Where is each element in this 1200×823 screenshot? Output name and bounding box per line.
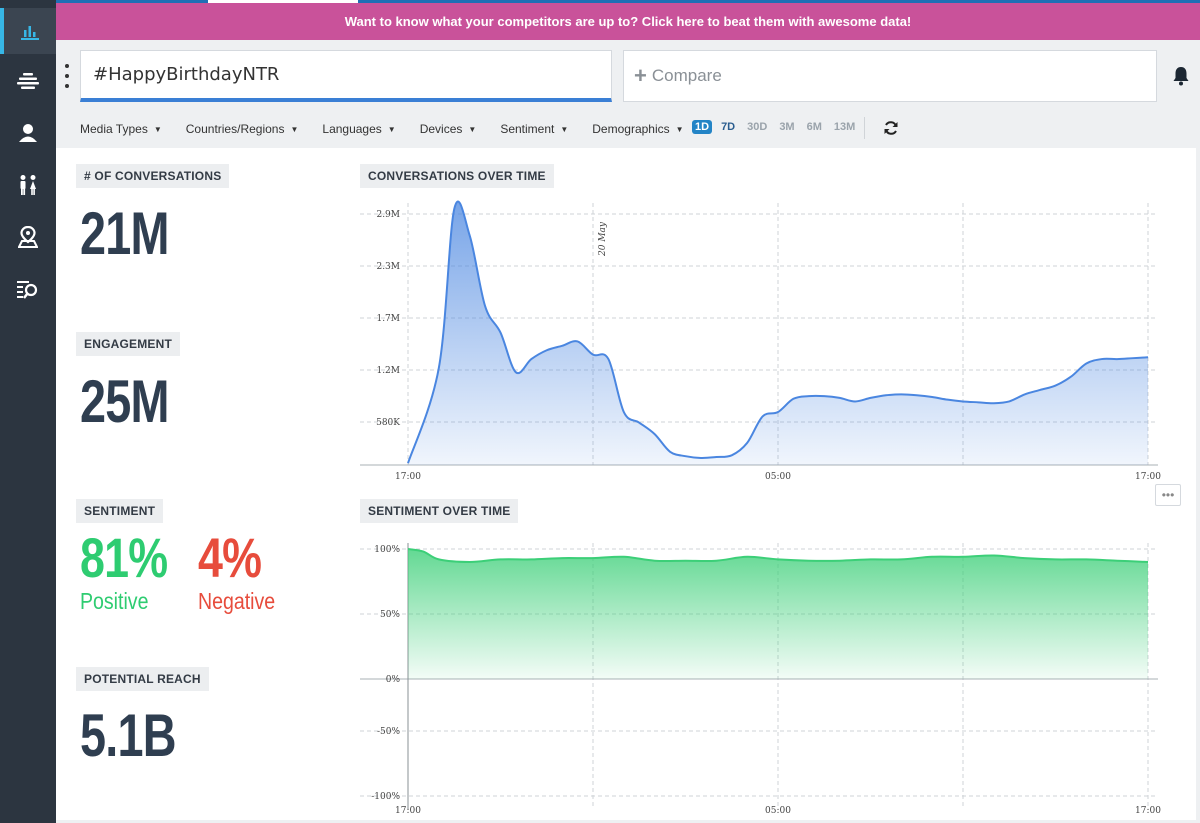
top-accent-line bbox=[56, 0, 1200, 3]
caret-down-icon: ▼ bbox=[675, 124, 684, 134]
y-tick-label: 2.9M bbox=[376, 210, 400, 220]
conversations-area bbox=[408, 201, 1148, 465]
range-30d[interactable]: 30D bbox=[747, 121, 768, 133]
sentiment-label: SENTIMENT bbox=[76, 499, 164, 523]
sentiment-line bbox=[407, 548, 1149, 564]
y-tick-label: 0% bbox=[386, 675, 401, 685]
conversations-line bbox=[407, 200, 1149, 464]
caret-down-icon: ▼ bbox=[290, 124, 299, 134]
filter-devices[interactable]: Devices ▼ bbox=[420, 122, 477, 136]
caret-down-icon: ▼ bbox=[468, 124, 477, 134]
filter-sentiment[interactable]: Sentiment ▼ bbox=[500, 122, 568, 136]
divider bbox=[864, 117, 865, 139]
compare-input[interactable]: + Compare bbox=[623, 50, 1157, 102]
compare-placeholder: Compare bbox=[651, 66, 722, 85]
filter-label: Media Types bbox=[80, 122, 148, 136]
y-tick-label: -50% bbox=[377, 727, 400, 737]
bar-chart-icon bbox=[21, 26, 39, 40]
bell-icon[interactable] bbox=[1172, 66, 1190, 86]
plus-icon: + bbox=[634, 63, 647, 88]
y-tick-label: -100% bbox=[371, 792, 400, 802]
negative-sentiment-value: 4% bbox=[198, 526, 262, 589]
top-accent-gap bbox=[208, 0, 358, 3]
caret-down-icon: ▼ bbox=[387, 124, 396, 134]
filter-label: Sentiment bbox=[500, 122, 555, 136]
filter-label: Demographics bbox=[592, 122, 670, 136]
engagement-label: ENGAGEMENT bbox=[76, 332, 181, 356]
sidebar bbox=[0, 0, 56, 823]
conversations-over-time-chart: 580K 1.2M 1.7M 2.3M 2.9M 17:00 05:00 17:00 20 Ma… bbox=[360, 200, 1161, 482]
filter-bar: Media Types ▼ Countries/Regions ▼ Language… bbox=[80, 118, 708, 140]
location-icon bbox=[18, 226, 38, 248]
caret-down-icon: ▼ bbox=[153, 124, 162, 134]
x-tick-label: 17:00 bbox=[395, 472, 421, 482]
filter-demographics[interactable]: Demographics ▼ bbox=[592, 122, 683, 136]
refresh-icon[interactable] bbox=[883, 120, 899, 136]
engagement-value: 25M bbox=[80, 368, 169, 435]
promo-banner[interactable]: Want to know what your competitors are u… bbox=[56, 3, 1200, 40]
filter-media-types[interactable]: Media Types ▼ bbox=[80, 122, 162, 136]
x-tick-label: 17:00 bbox=[395, 806, 421, 816]
x-tick-label: 05:00 bbox=[765, 806, 791, 816]
negative-sentiment-label: Negative bbox=[198, 588, 276, 614]
sidebar-item-dashboard[interactable] bbox=[0, 8, 56, 54]
chart-options-button[interactable]: ••• bbox=[1155, 484, 1181, 506]
range-3m[interactable]: 3M bbox=[779, 121, 795, 133]
sidebar-item-demographics[interactable] bbox=[0, 162, 56, 208]
positive-sentiment-label: Positive bbox=[80, 588, 149, 614]
search-input[interactable]: #HappyBirthdayNTR bbox=[80, 50, 612, 102]
sidebar-item-stream[interactable] bbox=[0, 58, 56, 104]
range-7d[interactable]: 7D bbox=[721, 121, 736, 133]
filter-label: Devices bbox=[419, 122, 463, 136]
range-1d[interactable]: 1D bbox=[692, 120, 713, 134]
x-tick-label: 17:00 bbox=[1135, 472, 1161, 482]
conversations-value: 21M bbox=[80, 200, 169, 267]
y-tick-label: 2.3M bbox=[376, 262, 400, 272]
people-icon bbox=[20, 175, 36, 195]
conversations-label: # OF CONVERSATIONS bbox=[76, 164, 230, 188]
filter-label: Languages bbox=[322, 122, 382, 136]
reach-label: POTENTIAL REACH bbox=[76, 667, 209, 691]
y-tick-label: 100% bbox=[374, 545, 400, 555]
filter-label: Countries/Regions bbox=[185, 122, 285, 136]
sentiment-chart-title: SENTIMENT OVER TIME bbox=[360, 499, 519, 523]
user-icon bbox=[19, 124, 37, 142]
filter-languages[interactable]: Languages ▼ bbox=[322, 122, 395, 136]
sentiment-area bbox=[408, 549, 1148, 679]
sentiment-over-time-chart: -100% -50% 0% 50% 100% 17:00 05:00 17:00 bbox=[360, 543, 1161, 816]
conversations-chart-title: CONVERSATIONS OVER TIME bbox=[360, 164, 554, 188]
positive-sentiment-value: 81% bbox=[80, 526, 168, 589]
sidebar-item-search-results[interactable] bbox=[0, 266, 56, 312]
y-tick-label: 580K bbox=[376, 418, 400, 428]
y-tick-label: 1.7M bbox=[376, 314, 400, 324]
y-tick-label: 1.2M bbox=[376, 366, 400, 376]
sidebar-item-locations[interactable] bbox=[0, 214, 56, 260]
sidebar-item-audience[interactable] bbox=[0, 110, 56, 156]
time-range-selector: 1D 7D 30D 3M 6M 13M bbox=[692, 120, 864, 134]
caret-down-icon: ▼ bbox=[560, 124, 569, 134]
more-options-icon[interactable] bbox=[60, 64, 74, 88]
date-annotation: 20 May bbox=[598, 221, 608, 257]
x-tick-label: 05:00 bbox=[765, 472, 791, 482]
stream-icon bbox=[17, 73, 39, 89]
x-tick-label: 17:00 bbox=[1135, 806, 1161, 816]
range-6m[interactable]: 6M bbox=[806, 121, 822, 133]
list-search-icon bbox=[17, 281, 38, 299]
filter-countries-regions[interactable]: Countries/Regions ▼ bbox=[186, 122, 299, 136]
range-13m[interactable]: 13M bbox=[833, 121, 856, 133]
dashboard-panel bbox=[56, 148, 1196, 820]
y-tick-label: 50% bbox=[380, 610, 400, 620]
reach-value: 5.1B bbox=[80, 702, 177, 769]
